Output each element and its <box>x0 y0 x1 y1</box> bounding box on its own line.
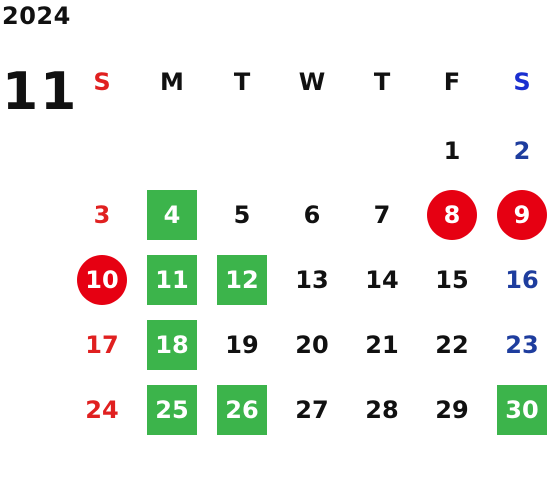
day-cell-8[interactable]: 8 <box>427 190 477 240</box>
day-cell-13[interactable]: 13 <box>295 266 329 294</box>
day-cell-29[interactable]: 29 <box>435 396 469 424</box>
day-cell-28[interactable]: 28 <box>365 396 399 424</box>
day-cell-4[interactable]: 4 <box>147 190 197 240</box>
day-cell-20[interactable]: 20 <box>295 331 329 359</box>
day-cell-26[interactable]: 26 <box>217 385 267 435</box>
calendar-year: 2024 <box>2 2 71 30</box>
day-cell-17[interactable]: 17 <box>85 331 119 359</box>
day-cell-1[interactable]: 1 <box>443 137 461 165</box>
weekday-label-tue: T <box>233 68 251 96</box>
day-cell-21[interactable]: 21 <box>365 331 399 359</box>
weekday-label-mon: M <box>160 68 184 96</box>
day-cell-22[interactable]: 22 <box>435 331 469 359</box>
day-cell-5[interactable]: 5 <box>233 201 251 229</box>
day-cell-15[interactable]: 15 <box>435 266 469 294</box>
day-cell-6[interactable]: 6 <box>303 201 321 229</box>
weekday-label-sun: S <box>93 68 111 96</box>
day-cell-3[interactable]: 3 <box>93 201 111 229</box>
day-cell-25[interactable]: 25 <box>147 385 197 435</box>
calendar-month: 11 <box>2 62 79 122</box>
day-cell-24[interactable]: 24 <box>85 396 119 424</box>
day-cell-7[interactable]: 7 <box>373 201 391 229</box>
weekday-label-thu: T <box>373 68 391 96</box>
day-cell-18[interactable]: 18 <box>147 320 197 370</box>
weekday-label-fri: F <box>443 68 461 96</box>
day-cell-9[interactable]: 9 <box>497 190 547 240</box>
day-cell-30[interactable]: 30 <box>497 385 547 435</box>
weekday-label-sat: S <box>513 68 531 96</box>
day-cell-2[interactable]: 2 <box>513 137 531 165</box>
weekday-label-wed: W <box>298 68 326 96</box>
day-cell-27[interactable]: 27 <box>295 396 329 424</box>
day-cell-11[interactable]: 11 <box>147 255 197 305</box>
day-cell-10[interactable]: 10 <box>77 255 127 305</box>
day-cell-14[interactable]: 14 <box>365 266 399 294</box>
day-cell-12[interactable]: 12 <box>217 255 267 305</box>
day-cell-19[interactable]: 19 <box>225 331 259 359</box>
day-cell-23[interactable]: 23 <box>505 331 539 359</box>
day-cell-16[interactable]: 16 <box>505 266 539 294</box>
